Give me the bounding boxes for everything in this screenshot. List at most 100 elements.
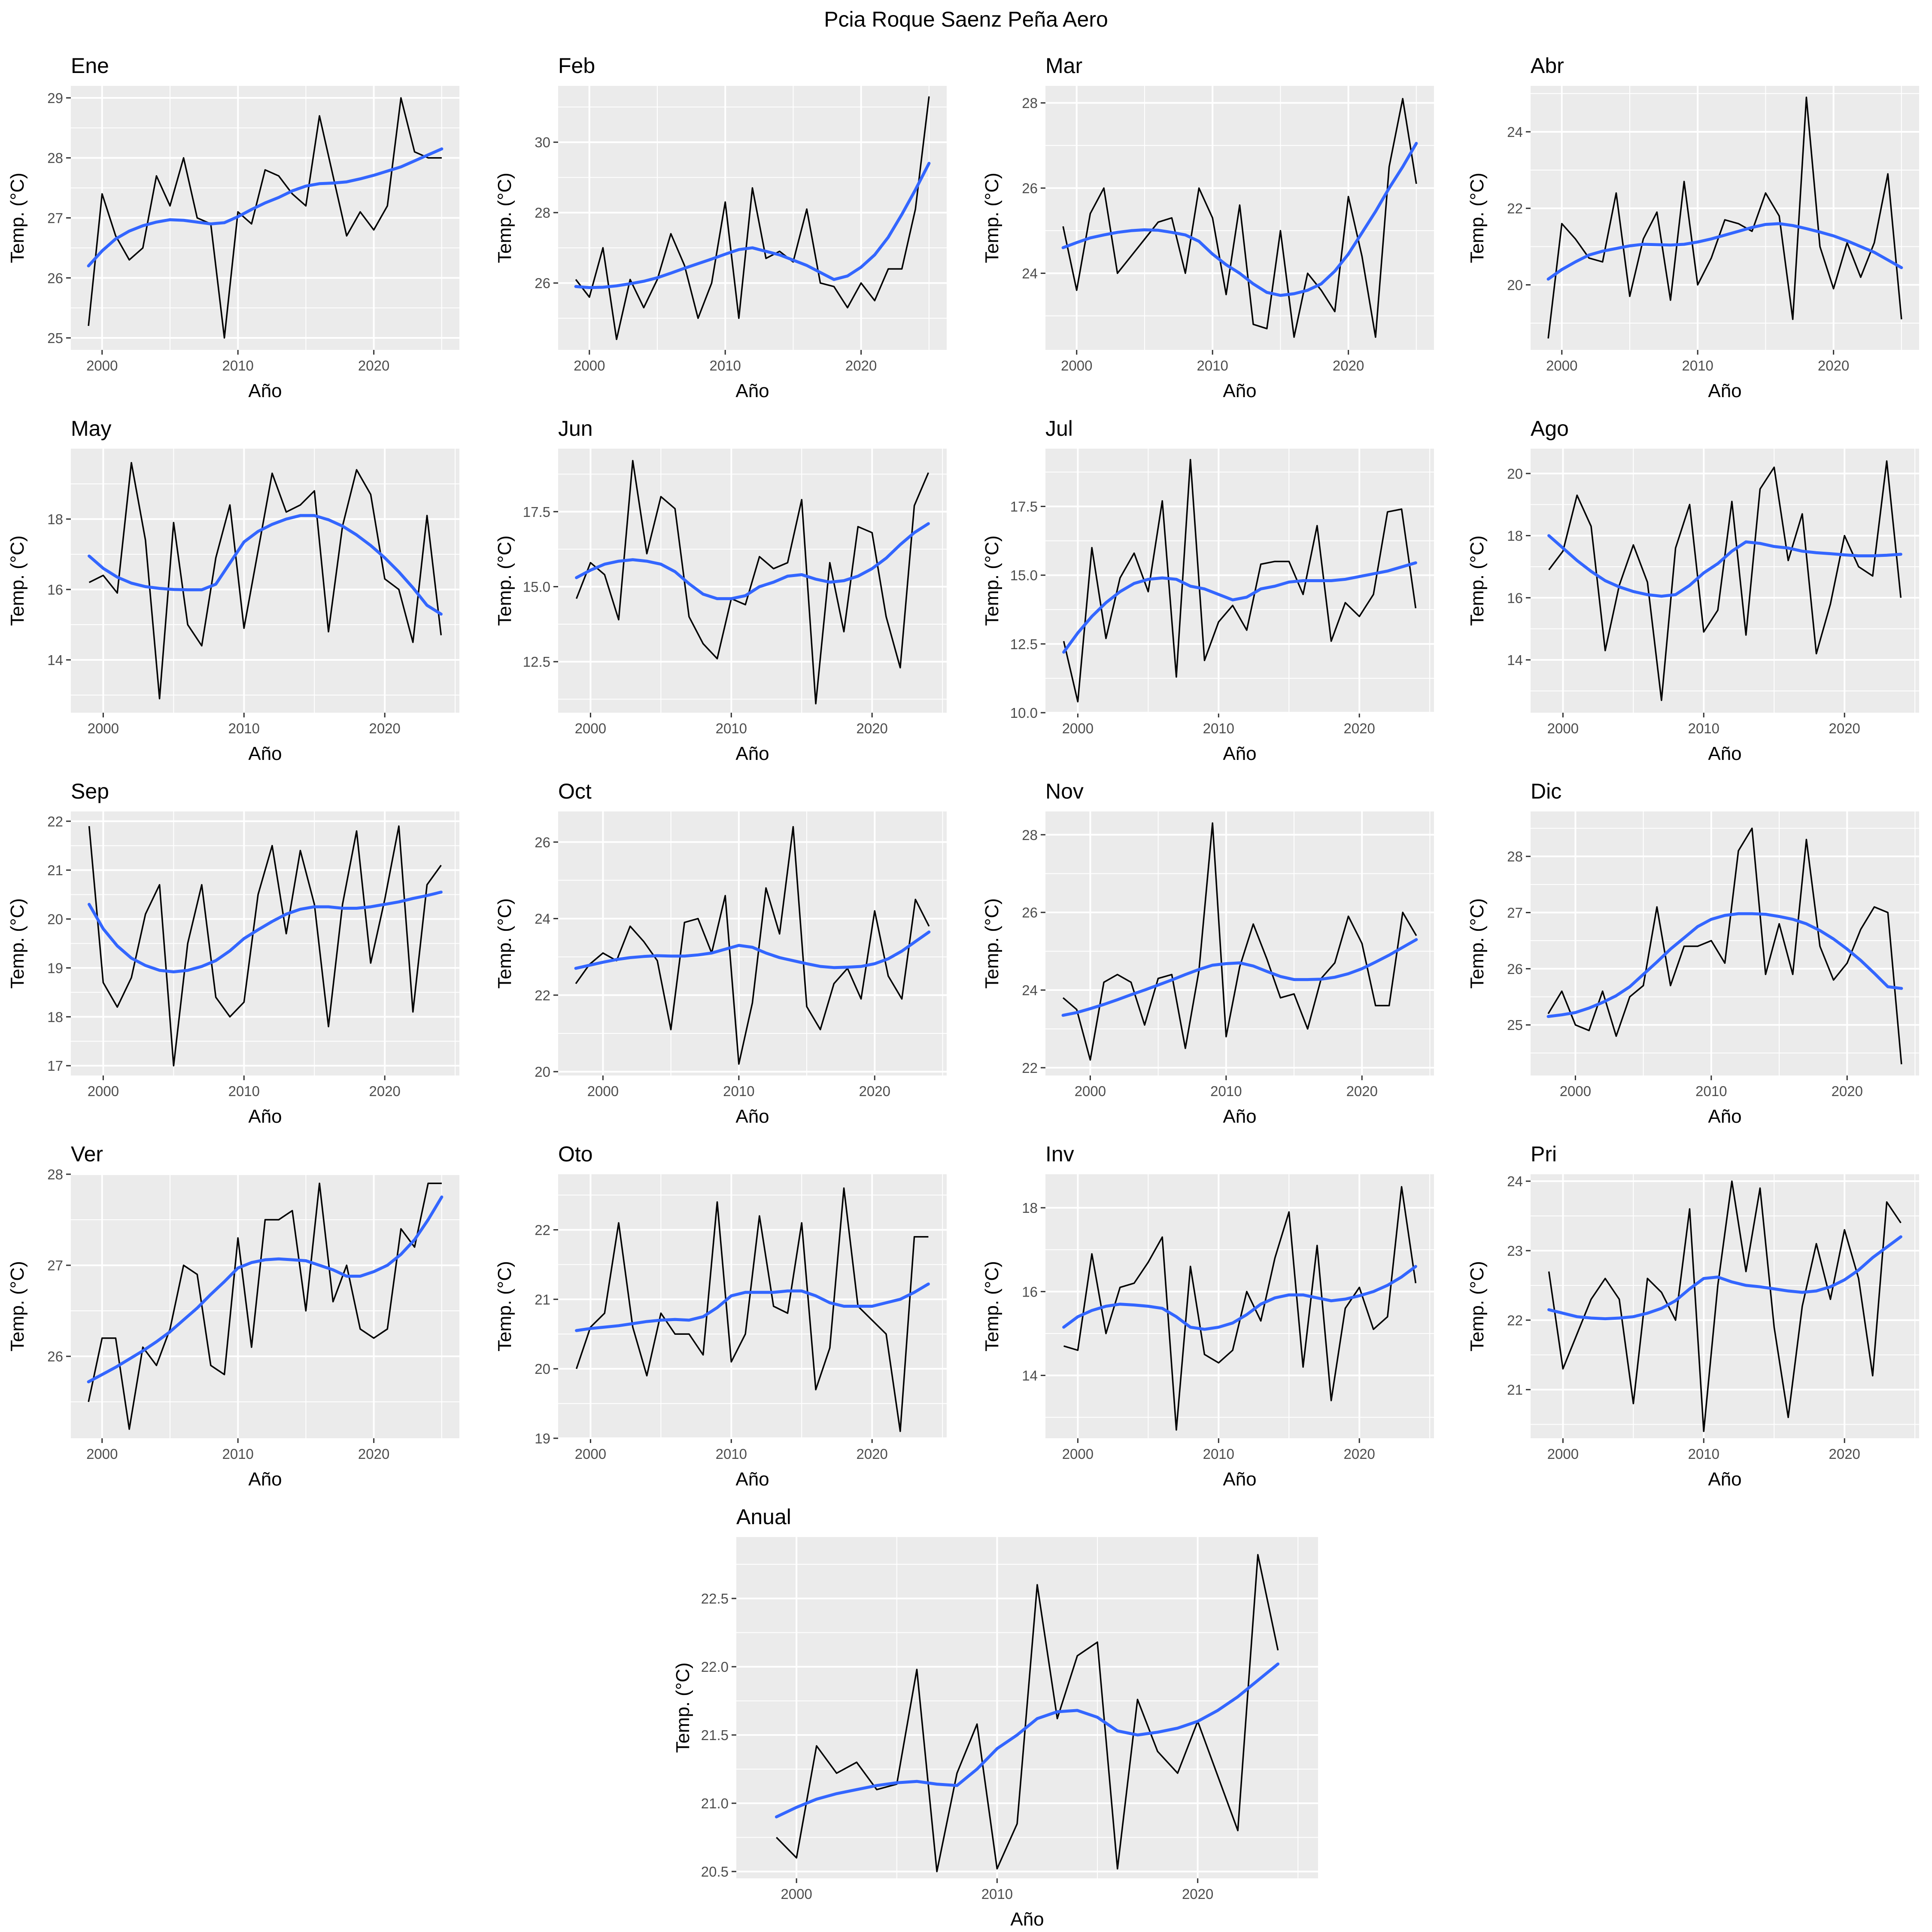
x-axis-label: Año xyxy=(248,1106,282,1127)
x-tick-label: 2010 xyxy=(228,1083,260,1099)
y-tick-label: 14 xyxy=(47,652,63,668)
y-tick-label: 16 xyxy=(1507,590,1523,606)
y-tick-label: 21 xyxy=(47,863,63,878)
x-axis-label: Año xyxy=(248,743,282,764)
series-line xyxy=(1063,1186,1417,1431)
y-tick-label: 18 xyxy=(47,511,63,527)
x-axis-label: Año xyxy=(735,743,769,764)
panel-title: Oto xyxy=(558,1142,593,1166)
series-line xyxy=(1062,822,1417,1061)
y-axis-label: Temp. (°C) xyxy=(494,535,515,626)
x-tick-label: 2010 xyxy=(1210,1083,1242,1099)
y-tick-label: 22.5 xyxy=(701,1591,729,1607)
panel-jun: 2000 2010 2020 12.5 15.0 17.5 Jun Año Temp. (°C) xyxy=(494,416,947,764)
panel-title: Dic xyxy=(1531,779,1561,803)
y-tick-label: 28 xyxy=(1507,849,1523,865)
series-line xyxy=(88,825,442,1066)
x-tick-label: 2020 xyxy=(1344,720,1375,736)
y-axis-label: Temp. (°C) xyxy=(1467,535,1488,626)
smooth-trend-line xyxy=(574,161,931,289)
x-tick-label: 2000 xyxy=(574,358,605,374)
y-tick-label: 19 xyxy=(535,1431,550,1446)
y-axis-label: Temp. (°C) xyxy=(7,173,28,263)
plot-background xyxy=(558,86,947,350)
x-tick-label: 2020 xyxy=(1829,1446,1860,1462)
figure-title: Pcia Roque Saenz Peña Aero xyxy=(824,7,1108,31)
y-tick-label: 22 xyxy=(1507,1312,1523,1328)
x-axis-label: Año xyxy=(1708,1469,1741,1490)
series-line xyxy=(575,1187,929,1432)
panel-may: 2000 2010 2020 14 16 18 May Año Temp. (°C) xyxy=(7,416,459,764)
x-axis-label: Año xyxy=(735,1469,769,1490)
panel-mar: 2000 2010 2020 24 26 28 Mar Año Temp. (°C) xyxy=(981,54,1434,401)
y-tick-label: 20 xyxy=(1507,466,1523,482)
smooth-trend-line xyxy=(88,890,443,974)
x-axis-label: Año xyxy=(1223,1106,1256,1127)
y-axis-label: Temp. (°C) xyxy=(1467,898,1488,989)
x-tick-label: 2010 xyxy=(723,1083,754,1099)
panel-title: Ver xyxy=(71,1142,103,1166)
smooth-trend-line xyxy=(1547,534,1902,598)
y-tick-label: 26 xyxy=(47,1349,63,1364)
x-tick-label: 2020 xyxy=(358,358,389,374)
x-tick-label: 2010 xyxy=(1203,720,1234,736)
y-tick-label: 22 xyxy=(1507,200,1523,216)
x-tick-label: 2010 xyxy=(716,1446,747,1462)
series-line xyxy=(1547,827,1902,1064)
smooth-trend-line xyxy=(1547,1235,1902,1321)
y-tick-label: 29 xyxy=(47,90,63,106)
y-tick-label: 26 xyxy=(1022,905,1038,920)
panel-title: Jun xyxy=(558,416,593,440)
x-tick-label: 2000 xyxy=(587,1083,619,1099)
panel-title: Jul xyxy=(1045,416,1073,440)
y-tick-label: 22 xyxy=(47,814,63,829)
y-tick-label: 27 xyxy=(47,1258,63,1273)
x-tick-label: 2000 xyxy=(1075,1083,1106,1099)
x-axis-label: Año xyxy=(1223,380,1256,401)
y-tick-label: 26 xyxy=(535,275,550,291)
y-tick-label: 16 xyxy=(47,582,63,598)
y-tick-label: 28 xyxy=(47,150,63,166)
x-tick-label: 2000 xyxy=(1547,720,1579,736)
smooth-trend-line xyxy=(775,1662,1280,1819)
y-tick-label: 26 xyxy=(47,270,63,286)
y-tick-label: 28 xyxy=(47,1166,63,1182)
y-tick-label: 12.5 xyxy=(1010,636,1038,652)
smooth-trend-line xyxy=(87,147,444,267)
smooth-trend-line xyxy=(1061,938,1418,1017)
x-tick-label: 2000 xyxy=(1546,358,1577,374)
y-axis-label: Temp. (°C) xyxy=(7,1261,28,1352)
panel-title: Ene xyxy=(71,54,109,78)
x-tick-label: 2000 xyxy=(86,358,118,374)
panel-title: Mar xyxy=(1045,54,1082,78)
y-tick-label: 10.0 xyxy=(1010,705,1038,721)
y-tick-label: 30 xyxy=(535,134,550,150)
y-tick-label: 19 xyxy=(47,960,63,976)
y-axis-label: Temp. (°C) xyxy=(494,898,515,989)
plot-background xyxy=(558,811,947,1075)
x-axis-label: Año xyxy=(1223,743,1256,764)
series-line xyxy=(575,826,930,1065)
x-tick-label: 2020 xyxy=(1346,1083,1378,1099)
y-tick-label: 28 xyxy=(1022,95,1038,111)
y-axis-label: Temp. (°C) xyxy=(672,1662,693,1753)
panel-title: Anual xyxy=(736,1505,791,1529)
x-axis-label: Año xyxy=(1708,743,1741,764)
plot-background xyxy=(1531,449,1919,713)
x-tick-label: 2000 xyxy=(88,720,119,736)
y-tick-label: 24 xyxy=(1022,982,1038,998)
y-tick-label: 20 xyxy=(535,1361,550,1377)
panel-nov: 2000 2010 2020 22 24 26 28 Nov Año Temp. (°C) xyxy=(981,779,1434,1127)
x-tick-label: 2000 xyxy=(86,1446,118,1462)
y-tick-label: 20 xyxy=(535,1064,550,1080)
x-tick-label: 2020 xyxy=(369,720,401,736)
panel-title: Nov xyxy=(1045,779,1084,803)
plot-background xyxy=(1531,86,1919,350)
y-tick-label: 23 xyxy=(1507,1243,1523,1259)
panel-title: Abr xyxy=(1531,54,1564,78)
smooth-trend-line xyxy=(1062,1265,1417,1331)
y-tick-label: 27 xyxy=(47,210,63,226)
y-tick-label: 22 xyxy=(1022,1060,1038,1076)
